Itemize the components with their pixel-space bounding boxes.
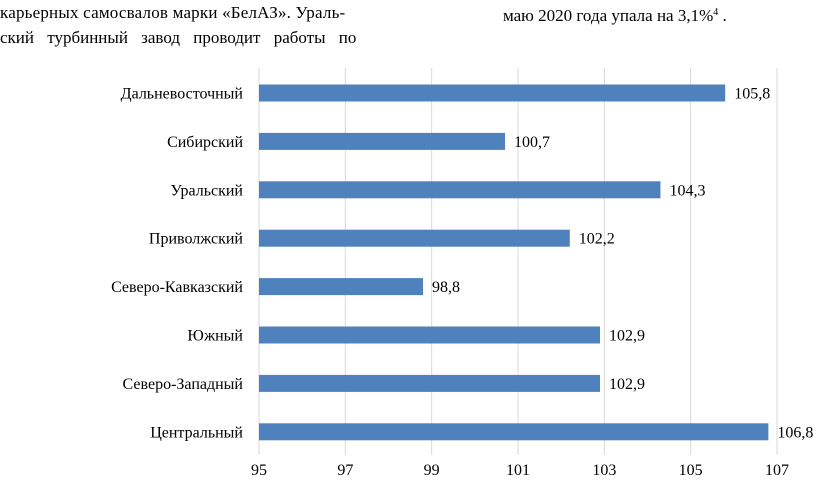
bars: [259, 84, 769, 441]
body-text-line-1: карьерных самосвалов марки «БелАЗ». Урал…: [0, 3, 346, 22]
x-tick-label-105: 105: [679, 462, 703, 479]
body-text-line-3-main: маю 2020 года упала на 3,1%: [503, 6, 714, 25]
x-tick-label-97: 97: [337, 462, 353, 479]
category-label-1: Дальневосточный: [121, 86, 244, 103]
category-label-5: Северо-Кавказский: [111, 279, 243, 296]
bar-8: [259, 423, 769, 441]
bar-1: [259, 84, 726, 102]
grid-lines: [258, 68, 778, 455]
x-tick-label-101: 101: [506, 462, 530, 479]
value-label-6: 102,9: [609, 328, 645, 345]
value-label-5: 98,8: [432, 279, 460, 296]
x-tick-label-107: 107: [765, 462, 789, 479]
category-label-2: Сибирский: [167, 134, 243, 151]
category-label-6: Южный: [187, 328, 243, 345]
bar-4: [259, 229, 570, 247]
value-label-1: 105,8: [734, 86, 770, 103]
category-label-4: Приволжский: [149, 231, 244, 248]
body-text-line-3-end: .: [718, 6, 727, 25]
value-label-4: 102,2: [579, 231, 615, 248]
value-label-7: 102,9: [609, 376, 645, 393]
x-tick-label-103: 103: [592, 462, 616, 479]
value-label-8: 106,8: [777, 424, 813, 441]
category-label-7: Северо-Западный: [123, 376, 244, 393]
bar-3: [259, 181, 661, 199]
body-text-line-2: ский турбинный завод проводит работы по: [0, 28, 357, 47]
x-tick-label-99: 99: [424, 462, 440, 479]
value-label-2: 100,7: [514, 134, 550, 151]
labels: 95 97 99 101 103 105 107 Дальневосточный 105,8 Си…: [111, 86, 813, 480]
category-label-8: Центральный: [150, 424, 243, 441]
body-text-line-3: маю 2020 года упала на 3,1%4 .: [503, 3, 727, 26]
category-label-3: Уральский: [171, 182, 244, 199]
bar-2: [259, 132, 506, 150]
x-tick-label-95: 95: [251, 462, 267, 479]
bar-5: [259, 278, 424, 296]
value-label-3: 104,3: [669, 182, 705, 199]
bar-7: [259, 374, 601, 392]
footnote-marker: 4: [713, 7, 719, 18]
bar-6: [259, 326, 601, 344]
